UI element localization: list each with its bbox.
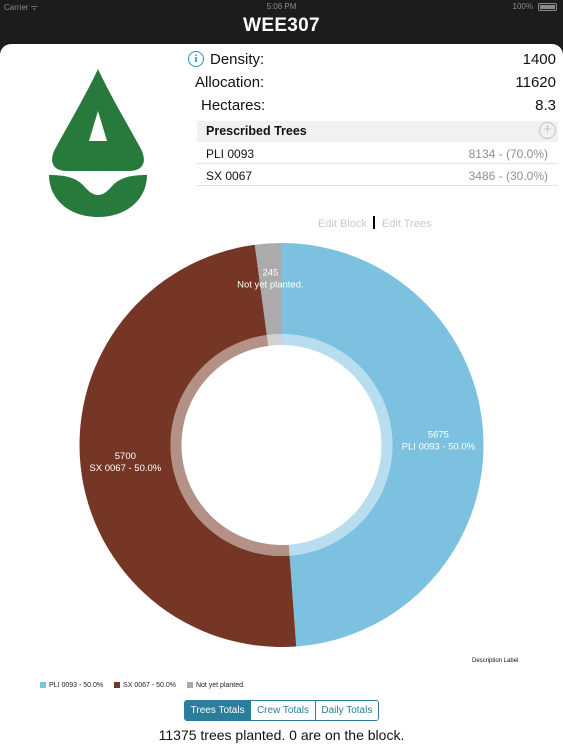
legend-label: SX 0067 - 50.0% bbox=[123, 682, 176, 689]
chart-legend: PLI 0093 - 50.0% SX 0067 - 50.0% Not yet… bbox=[40, 682, 254, 689]
legend-label: PLI 0093 - 50.0% bbox=[49, 682, 104, 689]
legend-item: PLI 0093 - 50.0% bbox=[40, 682, 103, 689]
density-row: Density: 1400 bbox=[210, 51, 556, 71]
tree-amount: 8134 - (70.0%) bbox=[468, 147, 548, 161]
density-label: Density: bbox=[210, 51, 265, 68]
block-detail-sheet: i Density: 1400 Allocation: 11620 Hectar… bbox=[0, 44, 563, 750]
slice-name-label: PLI 0093 - 50.0% bbox=[402, 441, 476, 452]
battery-icon bbox=[538, 3, 557, 11]
allocation-label: Allocation: bbox=[195, 74, 265, 91]
legend-swatch bbox=[186, 682, 193, 688]
slice-name-label: Not yet planted. bbox=[237, 279, 304, 290]
tree-amount: 3486 - (30.0%) bbox=[468, 169, 548, 183]
legend-item: Not yet planted. bbox=[186, 682, 245, 689]
info-icon[interactable]: i bbox=[188, 51, 204, 67]
edit-links: Edit Block Edit Trees bbox=[318, 216, 431, 230]
clock: 5:06 PM bbox=[266, 2, 297, 11]
density-value: 1400 bbox=[522, 51, 556, 68]
allocation-row: Allocation: 11620 bbox=[195, 74, 556, 94]
tab-daily-totals[interactable]: Daily Totals bbox=[314, 701, 378, 720]
hectares-row: Hectares: 8.3 bbox=[201, 97, 556, 117]
table-row[interactable]: PLI 0093 8134 - (70.0%) bbox=[197, 142, 558, 164]
slice-name-label: SX 0067 - 50.0% bbox=[89, 463, 161, 474]
page-title: WEE307 bbox=[243, 15, 320, 36]
slice-pli-0093[interactable] bbox=[281, 243, 484, 647]
prescribed-trees-header: Prescribed Trees + bbox=[197, 121, 558, 142]
slice-not-yet-planted[interactable] bbox=[254, 243, 282, 335]
hectares-value: 8.3 bbox=[535, 97, 556, 114]
edit-block-button[interactable]: Edit Block bbox=[318, 218, 367, 230]
tree-name: SX 0067 bbox=[206, 169, 253, 183]
tab-trees-totals[interactable]: Trees Totals bbox=[185, 701, 251, 720]
slice-inner-not-yet-planted bbox=[266, 334, 282, 346]
planted-summary: 11375 trees planted. 0 are on the block. bbox=[158, 727, 405, 743]
table-row[interactable]: SX 0067 3486 - (30.0%) bbox=[197, 164, 558, 186]
allocation-value: 11620 bbox=[515, 74, 556, 91]
slice-value-label: 245 bbox=[262, 267, 278, 278]
link-divider bbox=[372, 216, 375, 229]
legend-label: Not yet planted. bbox=[195, 682, 245, 689]
slice-sx-0067[interactable] bbox=[79, 244, 297, 648]
slice-value-label: 5675 bbox=[428, 429, 449, 440]
totals-segmented-control: Trees Totals Crew Totals Daily Totals bbox=[184, 700, 379, 721]
carrier-text: Carrier ᯤ bbox=[4, 3, 38, 12]
tab-crew-totals[interactable]: Crew Totals bbox=[250, 701, 315, 720]
app-logo-icon bbox=[49, 69, 147, 217]
hectares-label: Hectares: bbox=[201, 97, 266, 114]
legend-item: SX 0067 - 50.0% bbox=[114, 682, 176, 689]
add-tree-icon[interactable]: + bbox=[539, 122, 556, 139]
chart-description-label: Description Label bbox=[472, 658, 519, 664]
status-bar: Carrier ᯤ 5:06 PM 100% bbox=[0, 0, 563, 14]
slice-value-label: 5700 bbox=[115, 451, 136, 462]
slice-inner-pli-0093 bbox=[281, 334, 393, 556]
prescribed-trees-title: Prescribed Trees bbox=[206, 124, 307, 138]
legend-swatch bbox=[114, 682, 121, 688]
edit-trees-button[interactable]: Edit Trees bbox=[381, 218, 432, 230]
prescribed-trees-table: Prescribed Trees + PLI 0093 8134 - (70.0… bbox=[197, 121, 558, 186]
battery-percent: 100% bbox=[512, 2, 533, 11]
legend-swatch bbox=[40, 682, 46, 688]
tree-name: PLI 0093 bbox=[206, 147, 255, 161]
